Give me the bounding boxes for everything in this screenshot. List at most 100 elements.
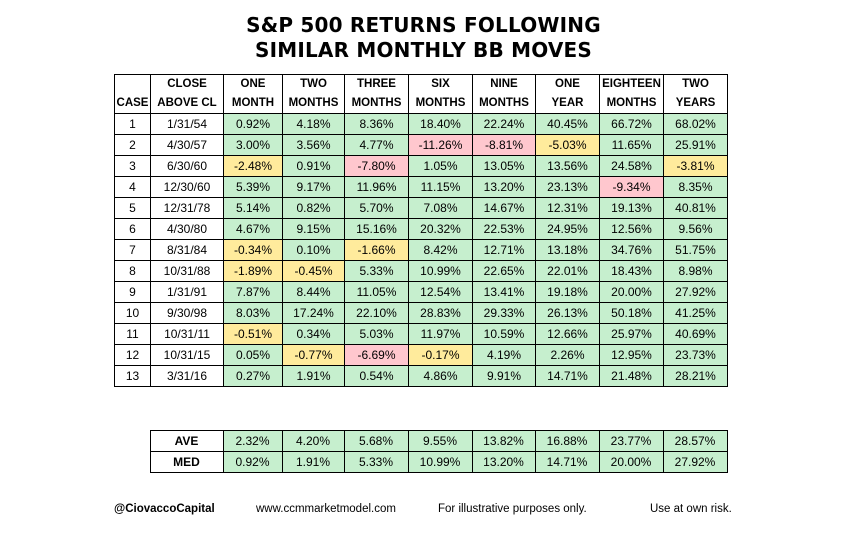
- column-header-top: ONE: [535, 74, 600, 94]
- return-cell: 51.75%: [663, 239, 728, 261]
- return-cell: 22.65%: [472, 260, 536, 282]
- return-cell: 40.69%: [663, 323, 728, 345]
- date-cell: 12/31/78: [150, 197, 224, 219]
- table-row: 12 10/31/15 0.05% -0.77% -6.69% -0.17% 4.19% 2.…: [114, 344, 728, 366]
- return-cell: 24.95%: [535, 218, 600, 240]
- summary-value-cell: 4.20%: [281, 430, 345, 452]
- summary-value-cell: 1.91%: [281, 451, 345, 473]
- case-number-cell: 1: [114, 113, 151, 135]
- column-header-bottom: MONTHS: [344, 94, 409, 114]
- return-cell: -11.26%: [408, 134, 473, 156]
- column-header-top: TWO: [663, 74, 728, 94]
- return-cell: 12.95%: [599, 344, 664, 366]
- table-row: 9 1/31/91 7.87% 8.44% 11.05% 12.54% 13.41% 19.1…: [114, 281, 728, 303]
- return-cell: 0.82%: [282, 197, 345, 219]
- return-cell: 66.72%: [599, 113, 664, 135]
- column-header-bottom: YEAR: [535, 94, 600, 114]
- summary-value-cell: 20.00%: [598, 451, 664, 473]
- return-cell: -6.69%: [344, 344, 409, 366]
- date-cell: 9/30/98: [150, 302, 224, 324]
- table-row: 5 12/31/78 5.14% 0.82% 5.70% 7.08% 14.67% 12.31…: [114, 197, 728, 219]
- table-row: 10 9/30/98 8.03% 17.24% 22.10% 28.83% 29.33% 26…: [114, 302, 728, 324]
- return-cell: 5.03%: [344, 323, 409, 345]
- chart-title-line-1: S&P 500 RETURNS FOLLOWING: [246, 13, 601, 37]
- return-cell: -7.80%: [344, 155, 409, 177]
- return-cell: 11.65%: [599, 134, 664, 156]
- column-header-bottom: MONTHS: [408, 94, 473, 114]
- return-cell: 8.98%: [663, 260, 728, 282]
- return-cell: 28.83%: [408, 302, 473, 324]
- footer-handle: @CiovaccoCapital: [114, 503, 215, 515]
- return-cell: 12.56%: [599, 218, 664, 240]
- header-row-2: CASE ABOVE CL MONTH MONTHS MONTHS MONTHS MONTH…: [114, 94, 728, 114]
- return-cell: 8.03%: [223, 302, 283, 324]
- return-cell: 29.33%: [472, 302, 536, 324]
- return-cell: 9.17%: [282, 176, 345, 198]
- return-cell: 40.81%: [663, 197, 728, 219]
- column-header-top: TWO: [282, 74, 345, 94]
- summary-value-cell: 27.92%: [662, 451, 728, 473]
- return-cell: 13.41%: [472, 281, 536, 303]
- return-cell: 2.26%: [535, 344, 600, 366]
- summary-value-cell: 13.20%: [471, 451, 536, 473]
- column-header-top: THREE: [344, 74, 409, 94]
- return-cell: 22.24%: [472, 113, 536, 135]
- return-cell: 27.92%: [663, 281, 728, 303]
- summary-row: MED 0.92% 1.91% 5.33% 10.99% 13.20% 14.71% 20.0…: [114, 451, 728, 473]
- return-cell: 15.16%: [344, 218, 409, 240]
- return-cell: 25.91%: [663, 134, 728, 156]
- return-cell: 26.13%: [535, 302, 600, 324]
- column-header-top: CLOSE: [150, 74, 224, 94]
- return-cell: -1.89%: [223, 260, 283, 282]
- date-cell: 1/31/91: [150, 281, 224, 303]
- return-cell: 21.48%: [599, 365, 664, 387]
- return-cell: 0.91%: [282, 155, 345, 177]
- footer-disclaimer-risk: Use at own risk.: [650, 503, 732, 515]
- return-cell: 28.21%: [663, 365, 728, 387]
- return-cell: 18.43%: [599, 260, 664, 282]
- case-number-cell: 11: [114, 323, 151, 345]
- return-cell: 18.40%: [408, 113, 473, 135]
- summary-table: AVE 2.32% 4.20% 5.68% 9.55% 13.82% 16.88% 23.77…: [114, 430, 728, 473]
- return-cell: 13.18%: [535, 239, 600, 261]
- return-cell: 5.70%: [344, 197, 409, 219]
- summary-row: AVE 2.32% 4.20% 5.68% 9.55% 13.82% 16.88% 23.77…: [114, 430, 728, 452]
- return-cell: -9.34%: [599, 176, 664, 198]
- chart-title-line-2: SIMILAR MONTHLY BB MOVES: [254, 38, 593, 62]
- table-row: 13 3/31/16 0.27% 1.91% 0.54% 4.86% 9.91% 14.71%…: [114, 365, 728, 387]
- table-row: 6 4/30/80 4.67% 9.15% 15.16% 20.32% 22.53% 24.9…: [114, 218, 728, 240]
- date-cell: 10/31/88: [150, 260, 224, 282]
- column-header-bottom: ABOVE CL: [150, 94, 224, 114]
- return-cell: 17.24%: [282, 302, 345, 324]
- return-cell: -3.81%: [663, 155, 728, 177]
- summary-value-cell: 10.99%: [407, 451, 473, 473]
- table-row: 2 4/30/57 3.00% 3.56% 4.77% -11.26% -8.81% -5.0…: [114, 134, 728, 156]
- return-cell: 20.32%: [408, 218, 473, 240]
- return-cell: 3.00%: [223, 134, 283, 156]
- return-cell: 25.97%: [599, 323, 664, 345]
- return-cell: -0.34%: [223, 239, 283, 261]
- summary-value-cell: 9.55%: [407, 430, 473, 452]
- date-cell: 1/31/54: [150, 113, 224, 135]
- return-cell: -0.77%: [282, 344, 345, 366]
- column-header-top: EIGHTEEN: [599, 74, 664, 94]
- table-row: 8 10/31/88 -1.89% -0.45% 5.33% 10.99% 22.65% 22…: [114, 260, 728, 282]
- return-cell: -2.48%: [223, 155, 283, 177]
- return-cell: 40.45%: [535, 113, 600, 135]
- date-cell: 12/30/60: [150, 176, 224, 198]
- summary-value-cell: 0.92%: [222, 451, 283, 473]
- column-header-bottom: MONTH: [223, 94, 283, 114]
- return-cell: 0.92%: [223, 113, 283, 135]
- date-cell: 6/30/60: [150, 155, 224, 177]
- return-cell: 20.00%: [599, 281, 664, 303]
- return-cell: -8.81%: [472, 134, 536, 156]
- summary-value-cell: 16.88%: [534, 430, 600, 452]
- summary-label-cell: AVE: [149, 430, 224, 452]
- return-cell: 4.77%: [344, 134, 409, 156]
- date-cell: 8/31/84: [150, 239, 224, 261]
- column-header-bottom: CASE: [114, 94, 151, 114]
- case-number-cell: 5: [114, 197, 151, 219]
- date-cell: 10/31/15: [150, 344, 224, 366]
- return-cell: 0.54%: [344, 365, 409, 387]
- table-row: 7 8/31/84 -0.34% 0.10% -1.66% 8.42% 12.71% 13.1…: [114, 239, 728, 261]
